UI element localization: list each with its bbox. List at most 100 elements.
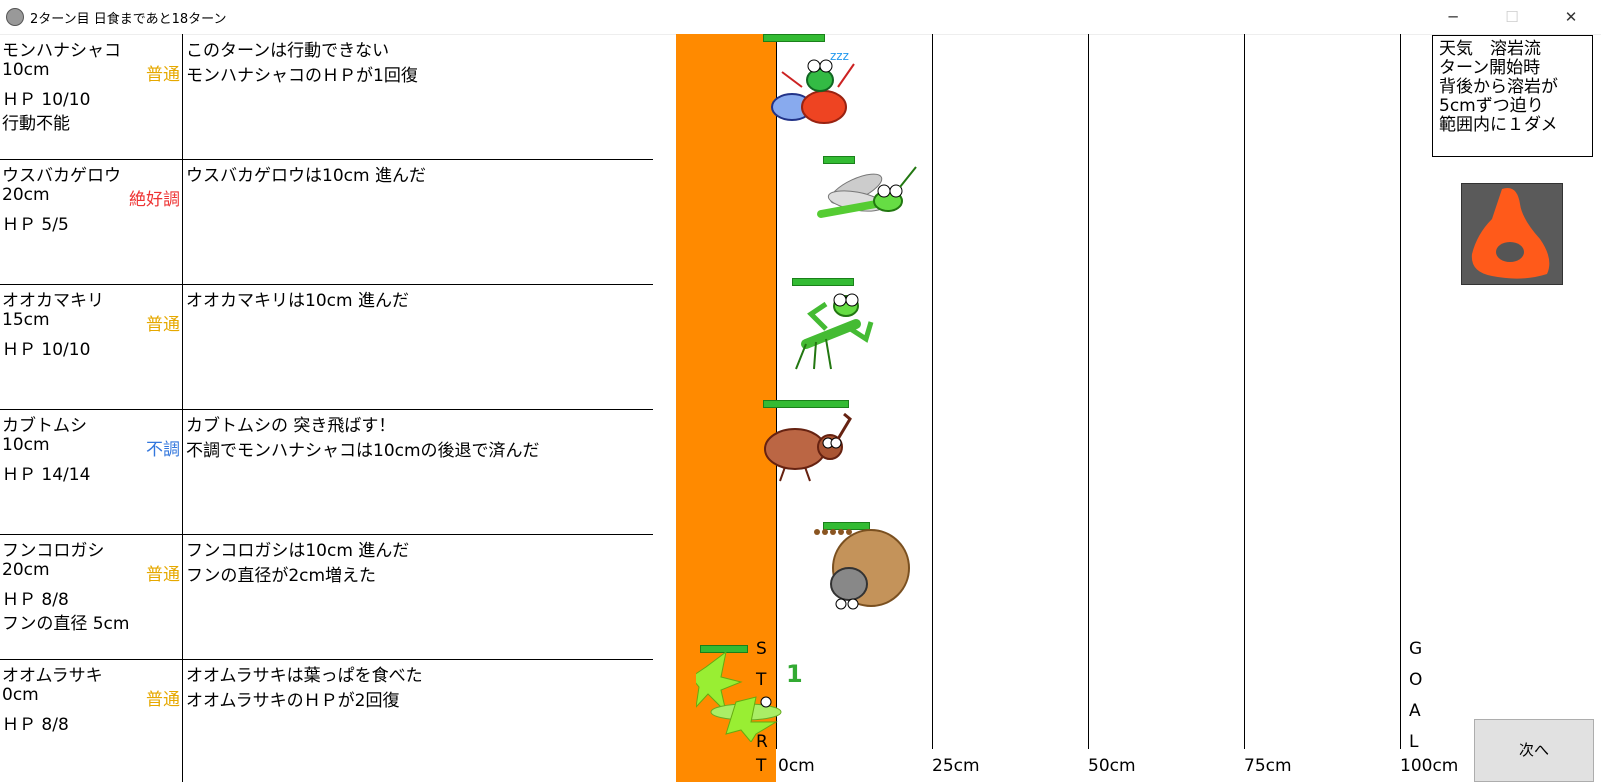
dung-beetle-icon	[814, 529, 910, 610]
player-status: モンハナシャコ 10cm 普通 ＨＰ 10/10 行動不能	[0, 34, 183, 159]
player-messages: フンコロガシは10cm 進んだ フンの直径が2cm増えた	[186, 536, 409, 586]
player-messages: ウスバカゲロウは10cm 進んだ	[186, 161, 426, 186]
player-name: カブトムシ	[2, 416, 87, 436]
next-button[interactable]: 次へ	[1474, 719, 1594, 782]
player-condition: 普通	[146, 315, 180, 335]
track-line-100	[1400, 34, 1401, 749]
message-line: モンハナシャコのＨＰが1回復	[186, 66, 418, 86]
antlion-icon	[817, 166, 917, 218]
player-name: オオムラサキ	[2, 666, 103, 686]
svg-text:zzz: zzz	[830, 49, 849, 63]
hp-bar	[792, 278, 854, 286]
message-line: フンの直径が2cm増えた	[186, 566, 377, 586]
minimize-button[interactable]: ─	[1448, 8, 1458, 26]
player-messages: このターンは行動できない モンハナシャコのＨＰが1回復	[186, 36, 418, 86]
counter-badge: 1	[786, 660, 803, 688]
player-messages: オオムラサキは葉っぱを食べた オオムラサキのＨＰが2回復	[186, 661, 423, 711]
tick-label: 75cm	[1244, 756, 1292, 776]
weather-line: 5cmずつ迫り	[1439, 96, 1544, 116]
hp-bar	[700, 645, 748, 653]
player-condition: 不調	[146, 440, 180, 460]
title-bar: 2ターン目 日食まであと18ターン ─ ☐ ✕	[0, 0, 1601, 35]
caterpillar-icon	[696, 652, 782, 742]
message-line: フンコロガシは10cm 進んだ	[186, 541, 410, 561]
message-line: オオカマキリは10cm 進んだ	[186, 291, 409, 311]
player-hp: ＨＰ 10/10	[2, 340, 91, 360]
message-line: 不調でモンハナシャコは10cmの後退で済んだ	[186, 441, 540, 461]
player-status: フンコロガシ 20cm 普通 ＨＰ 8/8 フンの直径 5cm	[0, 534, 183, 659]
track-line-0	[776, 34, 777, 749]
player-distance: 15cm	[2, 310, 50, 330]
player-condition: 普通	[146, 565, 180, 585]
player-row: オオカマキリ 15cm 普通 ＨＰ 10/10 オオカマキリは10cm 進んだ	[0, 284, 653, 410]
tick-label: 50cm	[1088, 756, 1136, 776]
hp-bar	[763, 34, 825, 42]
maximize-button[interactable]: ☐	[1505, 8, 1519, 26]
player-distance: 20cm	[2, 185, 50, 205]
player-status: ウスバカゲロウ 20cm 絶好調 ＨＰ 5/5	[0, 159, 183, 284]
tick-label: 100cm	[1400, 756, 1459, 776]
mantis-icon	[795, 293, 874, 370]
player-name: モンハナシャコ	[2, 41, 121, 61]
player-row: カブトムシ 10cm 不調 ＨＰ 14/14 カブトムシの 突き飛ばす！ 不調で…	[0, 409, 653, 535]
hp-bar	[823, 522, 870, 530]
player-extra: 行動不能	[2, 114, 70, 134]
player-name: フンコロガシ	[2, 541, 105, 561]
message-line: このターンは行動できない	[186, 41, 390, 61]
track-line-25	[932, 34, 933, 749]
player-distance: 10cm	[2, 435, 50, 455]
player-row: ウスバカゲロウ 20cm 絶好調 ＨＰ 5/5 ウスバカゲロウは10cm 進んだ	[0, 159, 653, 285]
weather-line: 範囲内に１ダメ	[1439, 115, 1558, 135]
player-name: ウスバカゲロウ	[2, 166, 121, 186]
player-hp: ＨＰ 8/8	[2, 590, 69, 610]
message-line: ウスバカゲロウは10cm 進んだ	[186, 166, 426, 186]
goal-letter: O	[1409, 670, 1423, 690]
player-row: モンハナシャコ 10cm 普通 ＨＰ 10/10 行動不能 このターンは行動でき…	[0, 34, 653, 160]
start-letter: T	[756, 670, 767, 690]
goal-letter: G	[1409, 639, 1423, 659]
message-line: オオムラサキは葉っぱを食べた	[186, 666, 423, 686]
weather-line: ターン開始時	[1439, 58, 1541, 78]
start-letter: R	[756, 732, 768, 752]
tick-label: 25cm	[932, 756, 980, 776]
player-row: オオムラサキ 0cm 普通 ＨＰ 8/8 オオムラサキは葉っぱを食べた オオムラ…	[0, 659, 653, 782]
window-title: 2ターン目 日食まであと18ターン	[30, 12, 227, 27]
player-condition: 普通	[146, 65, 180, 85]
mantis-shrimp-icon: zzz	[771, 49, 855, 124]
goal-letter: L	[1409, 732, 1419, 752]
track-line-50	[1088, 34, 1089, 749]
player-distance: 20cm	[2, 560, 50, 580]
player-hp: ＨＰ 10/10	[2, 90, 91, 110]
weather-line: 天気 溶岩流	[1439, 39, 1541, 59]
player-messages: カブトムシの 突き飛ばす！ 不調でモンハナシャコは10cmの後退で済んだ	[186, 411, 540, 461]
player-messages: オオカマキリは10cm 進んだ	[186, 286, 409, 311]
player-hp: ＨＰ 14/14	[2, 465, 91, 485]
tick-label: 0cm	[778, 756, 815, 776]
hp-bar	[763, 400, 849, 408]
lava-weather-icon	[1461, 183, 1563, 285]
player-hp: ＨＰ 8/8	[2, 715, 69, 735]
track-line-75	[1244, 34, 1245, 749]
player-status: オオカマキリ 15cm 普通 ＨＰ 10/10	[0, 284, 183, 409]
lava-zone	[676, 34, 776, 782]
app-icon	[6, 8, 24, 26]
player-name: オオカマキリ	[2, 291, 104, 311]
player-condition: 普通	[146, 690, 180, 710]
player-distance: 0cm	[2, 685, 39, 705]
player-extra: フンの直径 5cm	[2, 614, 130, 634]
race-track: 0cm 25cm 50cm 75cm 100cm S T A R T G O A…	[676, 34, 1458, 782]
message-line: カブトムシの 突き飛ばす！	[186, 416, 396, 436]
weather-line: 背後から溶岩が	[1439, 77, 1558, 97]
beetle-icon	[764, 412, 852, 482]
goal-letter: A	[1409, 701, 1421, 721]
player-status: オオムラサキ 0cm 普通 ＨＰ 8/8	[0, 659, 183, 782]
player-hp: ＨＰ 5/5	[2, 215, 69, 235]
start-letter: T	[756, 756, 767, 776]
hp-bar	[823, 156, 855, 164]
start-letter: S	[756, 639, 767, 659]
player-status: カブトムシ 10cm 不調 ＨＰ 14/14	[0, 409, 183, 534]
weather-panel: 天気 溶岩流 ターン開始時 背後から溶岩が 5cmずつ迫り 範囲内に１ダメ	[1432, 35, 1593, 157]
player-row: フンコロガシ 20cm 普通 ＨＰ 8/8 フンの直径 5cm フンコロガシは1…	[0, 534, 653, 660]
close-button[interactable]: ✕	[1564, 8, 1578, 26]
message-line: オオムラサキのＨＰが2回復	[186, 691, 400, 711]
